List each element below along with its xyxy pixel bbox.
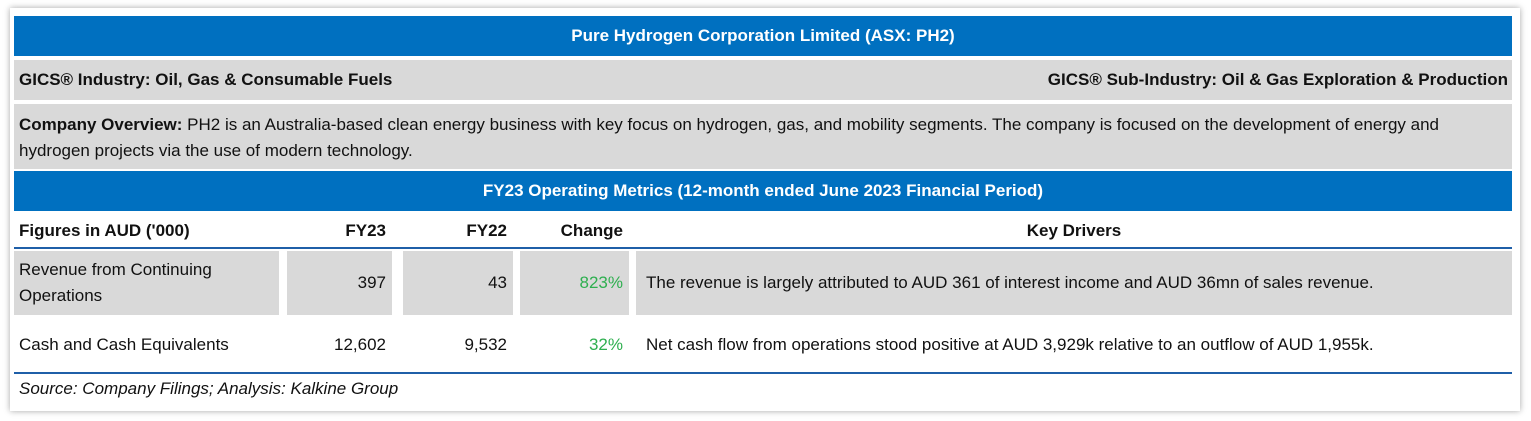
table-row-1-driver: The revenue is largely attributed to AUD… xyxy=(646,273,1374,292)
metrics-table: Figures in AUD ('000) FY23 FY22 Change K… xyxy=(14,211,1512,398)
overview-label: Company Overview: xyxy=(19,115,183,134)
table-row-2-label: Cash and Cash Equivalents xyxy=(19,335,229,354)
row1-driver-bg xyxy=(636,251,1512,315)
gics-row: GICS® Industry: Oil, Gas & Consumable Fu… xyxy=(14,60,1512,100)
header-change: Change xyxy=(560,221,623,240)
company-overview: Company Overview: PH2 is an Australia-ba… xyxy=(14,104,1512,169)
table-row-1-fy23: 397 xyxy=(357,273,386,292)
header-fy23: FY23 xyxy=(345,221,386,240)
source-note: Source: Company Filings; Analysis: Kalki… xyxy=(19,379,399,398)
table-row-1-label: Revenue from Continuing Operations xyxy=(19,260,212,305)
table-row-1-fy22: 43 xyxy=(488,273,507,292)
gics-sub-industry: GICS® Sub-Industry: Oil & Gas Exploratio… xyxy=(1047,70,1508,89)
row1-change-bg xyxy=(520,251,629,315)
row1-fy22-bg xyxy=(403,251,513,315)
metrics-card: Pure Hydrogen Corporation Limited (ASX: … xyxy=(10,8,1520,411)
header-divider xyxy=(14,247,1512,249)
overview-text: PH2 is an Australia-based clean energy b… xyxy=(19,115,1439,160)
gics-industry: GICS® Industry: Oil, Gas & Consumable Fu… xyxy=(19,70,393,89)
row1-fy23-bg xyxy=(287,251,392,315)
table-row-2-driver: Net cash flow from operations stood posi… xyxy=(646,335,1374,354)
table-row-2-change: 32% xyxy=(588,335,623,354)
header-fy22: FY22 xyxy=(466,221,507,240)
table-row-2-fy23: 12,602 xyxy=(334,335,386,354)
company-title-banner: Pure Hydrogen Corporation Limited (ASX: … xyxy=(14,16,1512,56)
header-figures: Figures in AUD ('000) xyxy=(19,221,190,240)
row1-label-bg xyxy=(14,251,279,315)
table-row-1-change: 823% xyxy=(579,273,623,292)
table-bottom-divider xyxy=(14,372,1512,374)
table-row-2-fy22: 9,532 xyxy=(464,335,507,354)
header-key-drivers: Key Drivers xyxy=(1026,221,1122,240)
metrics-title-banner: FY23 Operating Metrics (12-month ended J… xyxy=(14,171,1512,211)
